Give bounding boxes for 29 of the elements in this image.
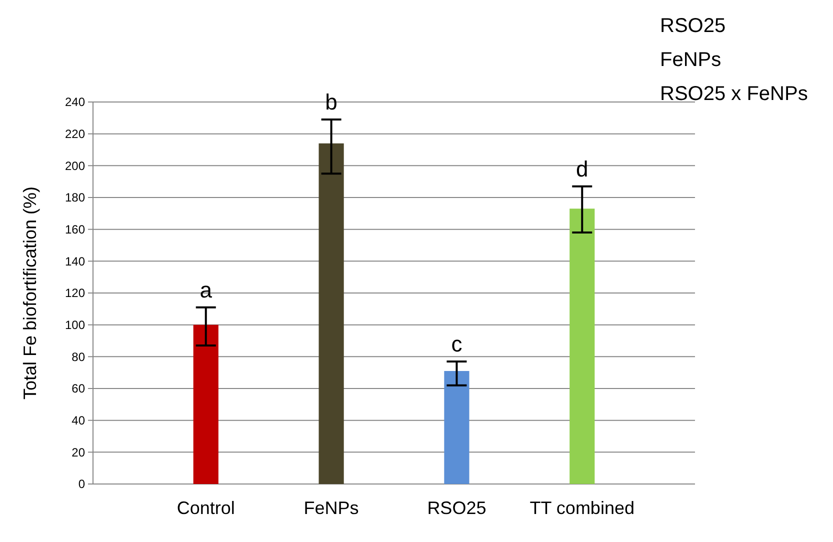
y-tick-label: 220	[64, 127, 86, 142]
bar	[318, 143, 344, 484]
y-tick-label: 180	[64, 190, 86, 205]
y-tick-label: 140	[64, 254, 86, 268]
y-tick-label: 20	[72, 445, 86, 460]
annotation: c	[451, 331, 462, 356]
text: RSO25	[660, 15, 726, 37]
annotation: RSO25 x FeNPs	[660, 83, 808, 105]
y-tick-label: 100	[64, 318, 86, 332]
annotation: a	[200, 277, 213, 302]
y-tick-label: 80	[72, 350, 86, 364]
bar	[193, 324, 218, 484]
y-tick-label: 40	[72, 414, 86, 428]
x-tick-label: RSO25	[427, 498, 486, 518]
text: FeNPs	[660, 49, 722, 71]
bar	[444, 370, 470, 484]
x-tick-label: Control	[176, 498, 235, 518]
y-tick-label: 160	[64, 222, 86, 237]
x-tick-label: FeNPs	[304, 498, 359, 518]
annotation: d	[576, 156, 588, 182]
y-tick-label: 240	[64, 95, 86, 110]
y-tick-label: 120	[64, 286, 86, 300]
y-tick-label: 60	[72, 382, 86, 396]
annotation: b	[325, 90, 338, 115]
y-tick-label: 200	[64, 158, 86, 173]
y-axis-title: Total Fe biofortification (%)	[20, 186, 40, 400]
y-tick-label: 0	[78, 477, 86, 492]
bar	[570, 208, 595, 484]
x-tick-label: TT combined	[530, 498, 634, 518]
